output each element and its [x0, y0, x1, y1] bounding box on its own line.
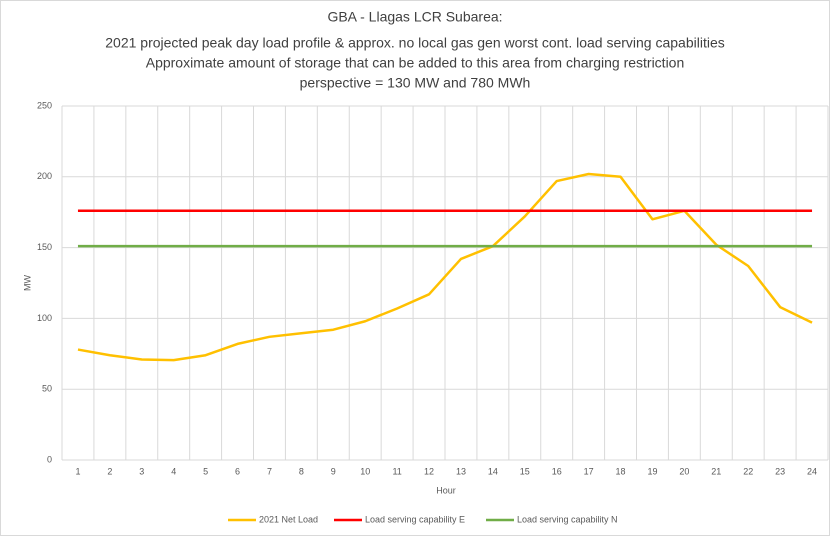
chart-subtitle: perspective = 130 MW and 780 MWh — [300, 75, 531, 91]
x-tick-label: 1 — [75, 466, 80, 476]
x-axis-title: Hour — [436, 485, 456, 495]
x-tick-label: 3 — [139, 466, 144, 476]
x-tick-label: 15 — [520, 466, 530, 476]
legend-label: Load serving capability E — [365, 514, 465, 524]
x-tick-label: 6 — [235, 466, 240, 476]
x-tick-label: 18 — [616, 466, 626, 476]
x-tick-label: 21 — [711, 466, 721, 476]
chart-subtitle: Approximate amount of storage that can b… — [146, 55, 685, 71]
x-tick-label: 19 — [647, 466, 657, 476]
x-tick-label: 12 — [424, 466, 434, 476]
x-tick-label: 7 — [267, 466, 272, 476]
x-tick-label: 20 — [679, 466, 689, 476]
y-tick-label: 50 — [42, 384, 52, 394]
x-tick-label: 22 — [743, 466, 753, 476]
x-tick-label: 8 — [299, 466, 304, 476]
x-tick-label: 4 — [171, 466, 176, 476]
y-axis-title: MW — [22, 275, 32, 291]
x-tick-label: 9 — [331, 466, 336, 476]
y-tick-label: 200 — [37, 171, 52, 181]
y-tick-label: 250 — [37, 100, 52, 110]
y-tick-label: 0 — [47, 454, 52, 464]
x-tick-label: 24 — [807, 466, 817, 476]
x-tick-label: 10 — [360, 466, 370, 476]
legend-label: 2021 Net Load — [259, 514, 318, 524]
x-tick-label: 23 — [775, 466, 785, 476]
chart-title: GBA - Llagas LCR Subarea: — [327, 9, 502, 25]
x-tick-label: 14 — [488, 466, 498, 476]
y-tick-label: 150 — [37, 242, 52, 252]
x-tick-label: 2 — [107, 466, 112, 476]
x-tick-label: 13 — [456, 466, 466, 476]
x-tick-label: 5 — [203, 466, 208, 476]
series-line — [77, 172, 813, 362]
x-tick-label: 11 — [392, 466, 401, 476]
chart-subtitle: 2021 projected peak day load profile & a… — [105, 35, 725, 51]
x-tick-label: 16 — [552, 466, 562, 476]
y-tick-label: 100 — [37, 313, 52, 323]
x-tick-label: 17 — [584, 466, 594, 476]
legend-label: Load serving capability N — [517, 514, 618, 524]
